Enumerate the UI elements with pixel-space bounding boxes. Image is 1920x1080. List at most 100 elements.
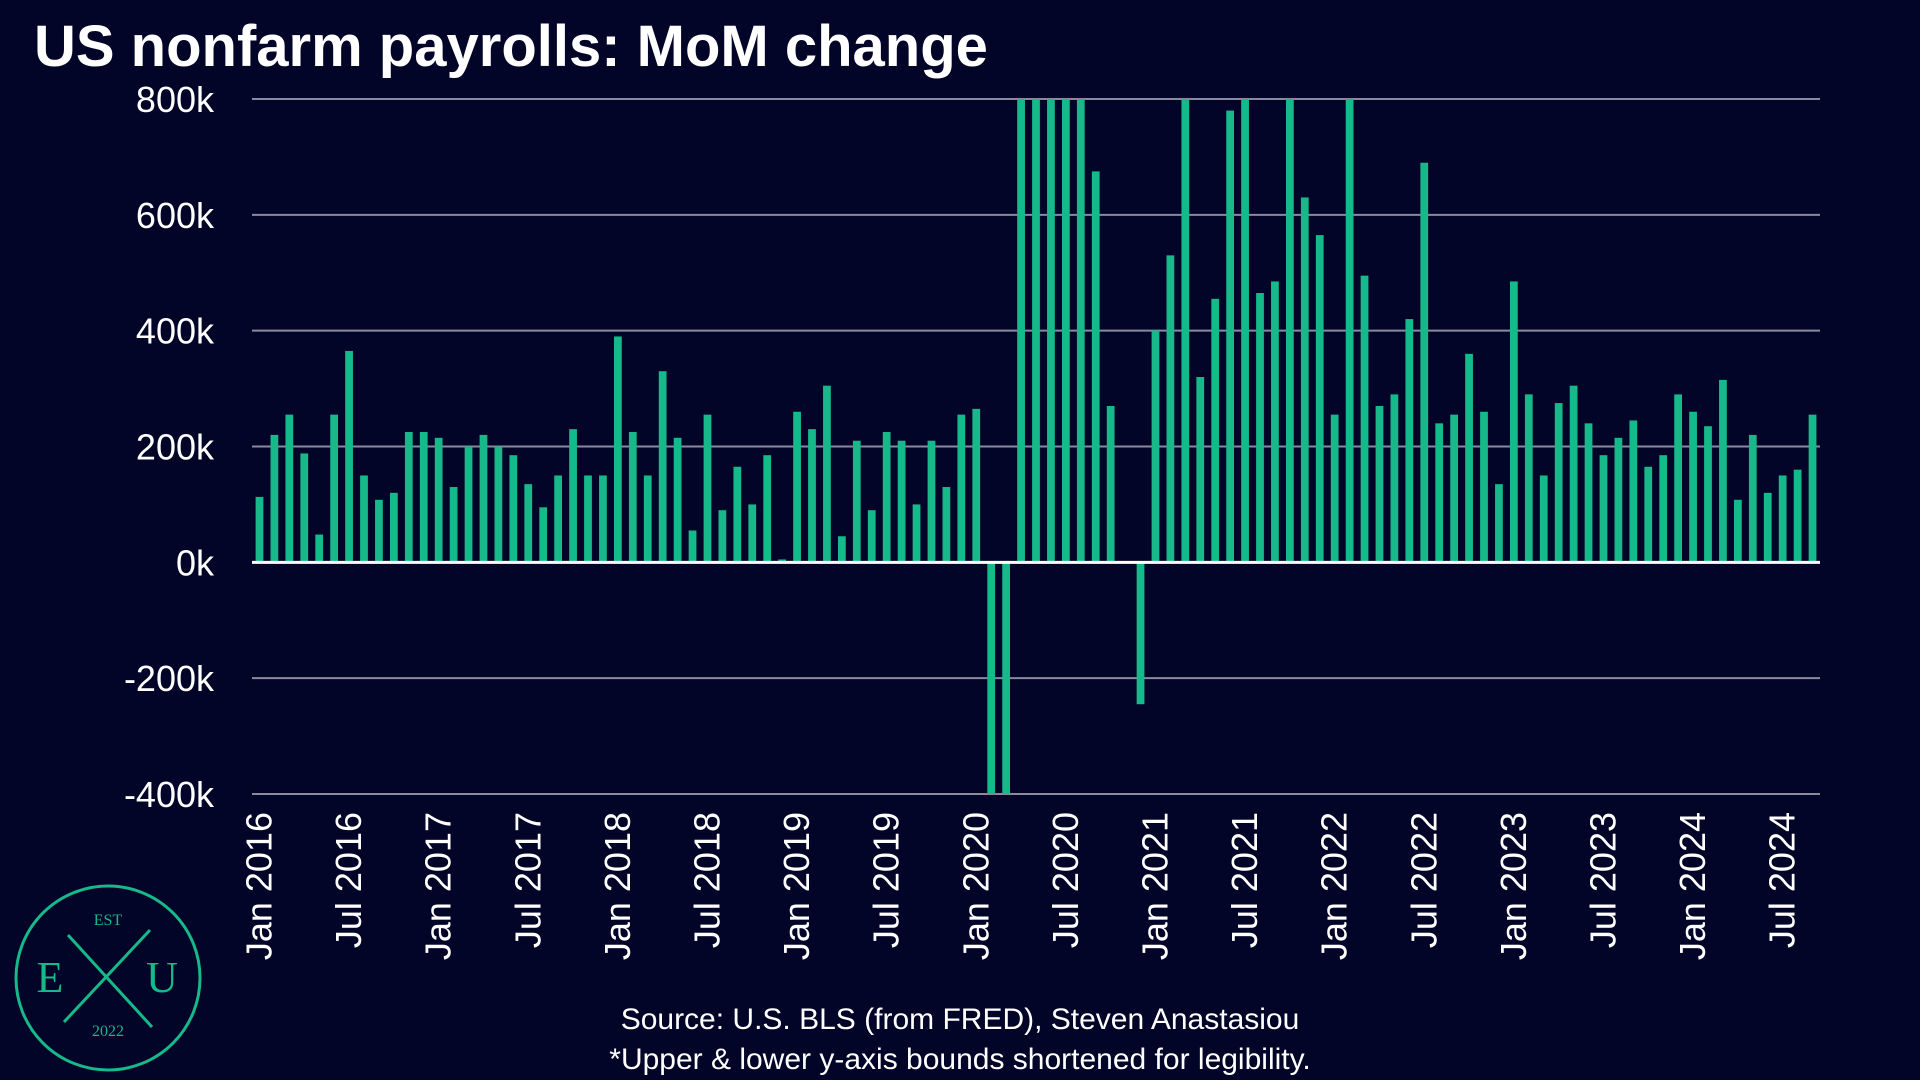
bar bbox=[554, 475, 563, 563]
bar bbox=[1196, 377, 1205, 563]
bar bbox=[867, 510, 876, 563]
bar bbox=[315, 534, 324, 563]
bar bbox=[882, 432, 891, 563]
bar bbox=[1256, 293, 1264, 563]
bar bbox=[1285, 99, 1294, 563]
bar bbox=[1420, 162, 1429, 563]
x-tick-label: Jan 2022 bbox=[1314, 812, 1355, 960]
bar bbox=[1480, 411, 1488, 563]
x-tick-label: Jul 2016 bbox=[328, 812, 369, 948]
bar bbox=[1211, 298, 1220, 563]
x-tick-label: Jul 2017 bbox=[507, 812, 548, 948]
bar bbox=[1435, 423, 1444, 563]
bar bbox=[584, 475, 592, 563]
bar bbox=[1226, 110, 1235, 563]
bar bbox=[1704, 426, 1712, 563]
bar bbox=[285, 414, 294, 563]
bar bbox=[808, 429, 816, 563]
y-tick-label: 600k bbox=[136, 195, 215, 236]
bar bbox=[628, 432, 637, 563]
footnote: *Upper & lower y-axis bounds shortened f… bbox=[609, 1043, 1310, 1076]
y-tick-label: 0k bbox=[176, 542, 215, 583]
bar bbox=[404, 432, 413, 563]
bar bbox=[1166, 255, 1175, 563]
bar bbox=[1330, 414, 1339, 563]
bar bbox=[673, 437, 682, 563]
bar bbox=[1614, 437, 1623, 563]
bar bbox=[1569, 385, 1578, 563]
bar bbox=[1465, 353, 1473, 563]
bar bbox=[1181, 99, 1190, 563]
bar bbox=[703, 414, 712, 563]
x-tick-label: Jan 2019 bbox=[776, 812, 817, 960]
bar bbox=[1659, 455, 1668, 563]
bar bbox=[1793, 469, 1802, 563]
x-axis-ticks: Jan 2016 Jul 2016 Jan 2017 Jul 2017 Jan 2018… bbox=[238, 812, 1802, 960]
bar bbox=[1061, 99, 1070, 563]
bar bbox=[569, 429, 577, 563]
bar bbox=[1778, 475, 1787, 563]
chart-title: US nonfarm payrolls: MoM change bbox=[34, 14, 988, 79]
bar bbox=[509, 455, 518, 563]
bar bbox=[957, 414, 966, 563]
bar bbox=[1047, 99, 1055, 563]
x-tick-label: Jul 2022 bbox=[1403, 812, 1444, 948]
bar bbox=[1375, 405, 1384, 563]
bar bbox=[419, 432, 428, 563]
bar bbox=[733, 466, 742, 563]
bar bbox=[1390, 394, 1399, 563]
bar bbox=[464, 446, 473, 563]
bar bbox=[345, 350, 353, 563]
bar bbox=[1674, 394, 1683, 563]
bar bbox=[897, 440, 906, 563]
bar bbox=[1599, 455, 1608, 563]
bar bbox=[1032, 99, 1040, 563]
bar bbox=[688, 530, 697, 563]
bar bbox=[793, 411, 801, 563]
bar bbox=[718, 510, 727, 563]
y-tick-label: 800k bbox=[136, 79, 215, 120]
bar bbox=[1524, 394, 1533, 563]
x-tick-label: Jan 2018 bbox=[597, 812, 638, 960]
bar bbox=[300, 453, 309, 563]
x-tick-label: Jul 2024 bbox=[1762, 812, 1803, 948]
bar bbox=[1719, 379, 1727, 563]
y-tick-label: -200k bbox=[124, 658, 215, 699]
bar bbox=[927, 440, 936, 563]
bar bbox=[1584, 423, 1593, 563]
bar bbox=[1151, 330, 1160, 563]
bar bbox=[330, 414, 339, 563]
x-tick-label: Jul 2021 bbox=[1224, 812, 1265, 948]
bar bbox=[1136, 562, 1145, 705]
bar bbox=[1345, 99, 1354, 563]
bar bbox=[1763, 492, 1772, 563]
bar bbox=[255, 496, 264, 563]
bar bbox=[1300, 197, 1309, 563]
y-axis-ticks: -400k -200k 0k 200k 400k 600k 800k bbox=[124, 79, 215, 815]
bar bbox=[434, 437, 443, 563]
bar bbox=[389, 492, 398, 563]
bar bbox=[748, 504, 757, 563]
x-tick-label: Jan 2016 bbox=[238, 812, 279, 960]
x-tick-label: Jul 2020 bbox=[1045, 812, 1086, 948]
x-tick-label: Jul 2023 bbox=[1582, 812, 1623, 948]
bar bbox=[539, 507, 548, 563]
x-tick-label: Jan 2021 bbox=[1134, 812, 1175, 960]
bar bbox=[1629, 420, 1638, 563]
bar bbox=[987, 562, 996, 794]
bar bbox=[524, 484, 533, 563]
logo: EST E U 2022 bbox=[14, 884, 202, 1072]
bar bbox=[1091, 171, 1100, 563]
bar bbox=[1808, 414, 1817, 563]
bar bbox=[643, 475, 652, 563]
logo-ring bbox=[14, 884, 202, 1072]
x-tick-label: Jan 2017 bbox=[418, 812, 459, 960]
bar bbox=[1509, 281, 1518, 563]
bar bbox=[1002, 562, 1011, 794]
bar bbox=[1315, 235, 1324, 563]
source-note: Source: U.S. BLS (from FRED), Steven Ana… bbox=[621, 1003, 1300, 1036]
logo-letter-u: U bbox=[146, 953, 178, 1002]
y-tick-label: 400k bbox=[136, 311, 215, 352]
bar bbox=[613, 336, 622, 563]
